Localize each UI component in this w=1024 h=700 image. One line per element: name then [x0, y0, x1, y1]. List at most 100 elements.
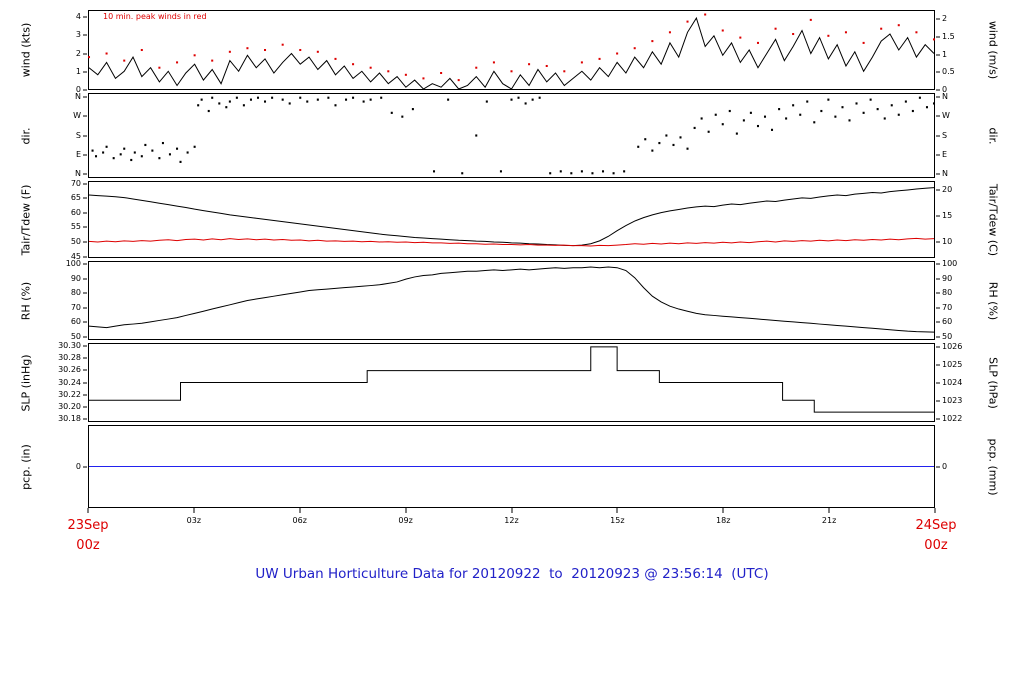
wind-direction-point	[904, 100, 907, 103]
y-tick-label: N	[942, 91, 948, 101]
y-tick-label: 60	[70, 207, 81, 217]
peak-winds-note: 10 min. peak winds in red	[103, 12, 207, 21]
wind-direction-point	[932, 102, 936, 105]
peak-wind-10min-point	[475, 66, 478, 69]
y-tick-mark	[936, 418, 940, 420]
start-date-line2: 00z	[76, 538, 100, 553]
y-tick-label: 30.20	[58, 401, 81, 411]
y-tick-mark	[83, 16, 87, 18]
wind-direction-point	[140, 155, 143, 158]
dewpoint-f-line	[89, 238, 934, 246]
wind-direction-point	[644, 138, 647, 141]
y-tick-label: 100	[65, 258, 81, 268]
y-tick-label: 80	[70, 288, 81, 298]
temperature-panel: Tair/Tdew (F) 45 50 55 60 65 70 10 15 20 Tair/T…	[0, 178, 1024, 260]
y-tick-label: 70	[70, 178, 81, 188]
y-tick-mark	[83, 466, 87, 467]
y-tick-mark	[83, 135, 87, 136]
y-tick-mark	[83, 357, 87, 359]
wind-direction-point	[94, 155, 98, 158]
y-tick-label: 60	[942, 317, 953, 327]
peak-wind-10min-point	[915, 31, 918, 34]
wind-direction-point	[510, 98, 513, 101]
wind-direction-point	[601, 170, 605, 173]
wind-direction-point	[517, 96, 520, 99]
wind-direction-point	[785, 117, 788, 120]
y-tick-mark	[83, 263, 87, 265]
wind-direction-point	[200, 98, 203, 101]
peak-wind-10min-point	[422, 77, 425, 80]
peak-wind-10min-point	[844, 31, 847, 34]
y-tick-mark	[936, 18, 940, 20]
y-tick-mark	[83, 173, 87, 175]
y-tick-mark	[83, 115, 87, 117]
wind-direction-point	[637, 145, 640, 148]
y-tick-mark	[936, 321, 940, 323]
wind-direction-point	[197, 104, 200, 107]
pressure-left-ticks: 30.18 30.20 30.22 30.24 30.26 30.28 30.30	[0, 342, 88, 423]
y-tick-label: 1.5	[942, 31, 955, 41]
y-tick-label: 90	[70, 273, 81, 283]
wind-plot: 10 min. peak winds in red	[87, 10, 936, 90]
wind-direction-point	[401, 115, 404, 118]
wind-direction-point	[693, 126, 696, 130]
peak-wind-10min-point	[176, 61, 179, 64]
wind-direction-point	[186, 151, 189, 154]
wind-direction-point	[133, 151, 136, 154]
wind-direction-point	[728, 109, 731, 113]
wind-direction-point	[218, 102, 221, 105]
wind-direction-point	[334, 104, 337, 107]
y-tick-label: 65	[70, 193, 81, 203]
y-tick-label: W	[73, 111, 81, 121]
x-tick-mark	[828, 508, 830, 513]
y-tick-mark	[83, 53, 87, 55]
wind-direction-point	[390, 111, 393, 114]
x-tick-label: 12z	[504, 516, 519, 525]
wind-direction-point	[447, 98, 450, 101]
x-tick-label: 18z	[716, 516, 731, 525]
wind-direction-point	[123, 147, 126, 150]
peak-wind-10min-point	[352, 63, 355, 66]
y-tick-label: 30.28	[58, 353, 81, 363]
wind-direction-point	[475, 134, 478, 137]
y-tick-mark	[83, 154, 87, 156]
wind-direction-point	[799, 113, 802, 116]
y-tick-mark	[936, 336, 940, 338]
y-tick-label: 30.18	[58, 413, 81, 423]
y-tick-label: N	[75, 91, 81, 101]
time-axis: 23Sep 00z 24Sep 00z 03z 06z 09z 12z 15z 18z 21…	[0, 508, 1024, 588]
wind-direction-point	[144, 143, 147, 147]
y-tick-mark	[83, 241, 87, 243]
precip-plot-svg	[89, 426, 934, 507]
x-tick-label: 15z	[610, 516, 625, 525]
wind-direction-point	[327, 96, 330, 99]
peak-wind-10min-point	[616, 52, 619, 55]
y-tick-mark	[83, 321, 87, 323]
peak-wind-10min-point	[792, 32, 795, 36]
x-tick-label: 09z	[398, 516, 413, 525]
wind-direction-point	[168, 153, 171, 156]
wind-direction-point	[714, 113, 717, 116]
wind-direction-point	[306, 100, 309, 103]
wind-direction-point	[102, 151, 105, 154]
y-tick-label: 50	[70, 332, 81, 342]
wind-direction-point	[665, 134, 668, 137]
wind-direction-point	[918, 96, 921, 99]
y-tick-mark	[936, 346, 940, 348]
x-tick-mark	[511, 508, 512, 513]
peak-wind-10min-point	[228, 50, 231, 53]
peak-wind-10min-point	[932, 38, 936, 41]
end-date-label: 24Sep 00z	[915, 516, 956, 556]
wind-direction-point	[911, 109, 914, 113]
wind-direction-point	[686, 147, 689, 150]
peak-wind-10min-point	[193, 54, 196, 57]
peak-wind-10min-point	[580, 61, 583, 64]
y-tick-mark	[83, 336, 87, 338]
peak-wind-10min-point	[704, 13, 707, 16]
peak-wind-10min-point	[369, 66, 372, 69]
temperature-right-axis-title: Tair/Tdew (C)	[986, 183, 1000, 256]
peak-wind-10min-point	[158, 66, 161, 69]
y-tick-label: 1022	[942, 414, 963, 424]
y-tick-mark	[83, 71, 87, 73]
sea-level-pressure-line	[89, 347, 934, 412]
